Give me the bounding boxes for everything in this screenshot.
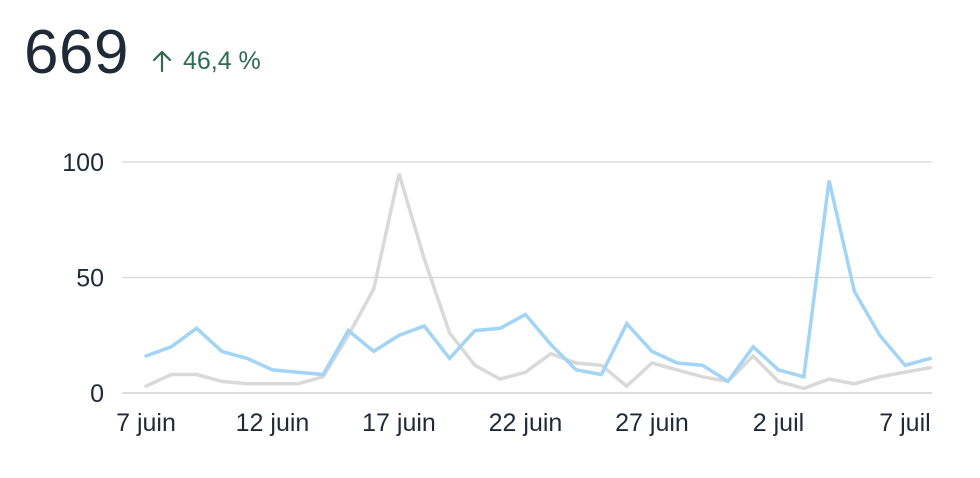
series-line-previous [144, 173, 933, 391]
total-value: 669 [24, 18, 129, 87]
x-tick-label: 27 juin [615, 409, 689, 437]
x-tick-label: 7 juil [879, 409, 930, 437]
change-value: 46,4 % [182, 46, 261, 75]
metric-header: 669 46,4 % [24, 22, 261, 84]
series-line-current [144, 180, 933, 384]
x-tick-label: 17 juin [362, 409, 436, 437]
x-tick-label: 7 juin [116, 409, 176, 437]
arrow-up-icon [152, 50, 172, 73]
x-tick-label: 22 juin [489, 409, 563, 437]
y-tick-label: 50 [76, 265, 104, 293]
y-tick-label: 0 [90, 380, 104, 408]
y-tick-label: 100 [62, 149, 104, 177]
x-tick-label: 12 juin [236, 409, 310, 437]
x-tick-label: 2 juil [753, 409, 804, 437]
change-indicator: 46,4 % [151, 47, 261, 76]
